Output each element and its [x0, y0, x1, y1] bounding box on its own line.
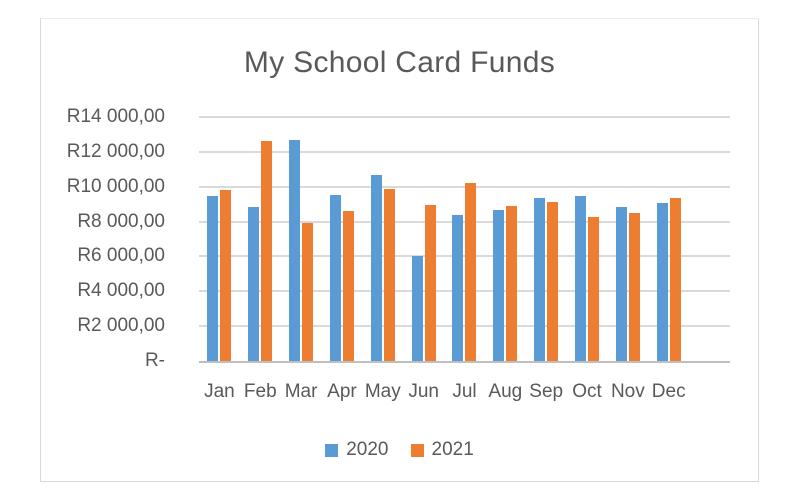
- y-axis-tick-label: R8 000,00: [77, 210, 165, 232]
- chart[interactable]: My School Card Funds R- R2 000,00 R4 000,0…: [40, 18, 759, 482]
- bar-2021-aug[interactable]: [506, 205, 518, 361]
- bar-2021-oct[interactable]: [588, 217, 600, 361]
- bar-slots: [199, 117, 730, 361]
- bar-2021-dec[interactable]: [669, 198, 681, 361]
- bar-2021-apr[interactable]: [342, 211, 354, 361]
- gridline: [199, 325, 730, 328]
- month-group-aug: [485, 117, 526, 361]
- bar-2021-mar[interactable]: [302, 223, 314, 361]
- bar-2021-jan[interactable]: [220, 190, 232, 361]
- x-axis-label-mar: Mar: [284, 381, 318, 402]
- bar-2020-sep[interactable]: [534, 198, 546, 361]
- x-axis-label-sep: Sep: [529, 381, 564, 402]
- y-axis-tick-label: R6 000,00: [77, 245, 165, 267]
- legend-item-2021[interactable]: 2021: [410, 439, 474, 461]
- bar-2021-nov[interactable]: [628, 212, 640, 361]
- bar-2021-sep[interactable]: [547, 202, 559, 361]
- y-axis-tick-label: R-: [144, 350, 165, 371]
- bar-2020-may[interactable]: [370, 175, 382, 361]
- x-axis-label-empty: [689, 379, 730, 405]
- bar-2020-jul[interactable]: [452, 214, 464, 361]
- bar-2020-aug[interactable]: [493, 210, 505, 361]
- bar-2021-may[interactable]: [383, 189, 395, 361]
- empty-slot: [689, 117, 730, 361]
- legend-swatch-icon: [410, 443, 424, 457]
- gridline: [199, 220, 730, 223]
- month-group-jan: [199, 117, 240, 361]
- month-group-may: [362, 117, 403, 361]
- bar-2020-nov[interactable]: [615, 206, 627, 361]
- y-axis-tick-label: R10 000,00: [66, 175, 165, 197]
- month-group-feb: [240, 117, 281, 361]
- legend-label: 2021: [431, 439, 474, 460]
- plot-area[interactable]: [199, 116, 730, 363]
- y-axis-tick-label: R14 000,00: [66, 106, 165, 127]
- x-axis-label-nov: Nov: [610, 381, 645, 402]
- month-group-jun: [403, 117, 444, 361]
- bar-2020-feb[interactable]: [248, 206, 260, 361]
- month-group-oct: [567, 117, 608, 361]
- chart-title[interactable]: My School Card Funds: [243, 46, 556, 79]
- y-axis-tick-label: R4 000,00: [77, 280, 165, 302]
- bar-2020-dec[interactable]: [656, 203, 668, 361]
- month-group-sep: [526, 117, 567, 361]
- x-axis-label-jul: Jul: [452, 381, 477, 402]
- x-axis-label-jun: Jun: [408, 381, 439, 402]
- gridline: [199, 255, 730, 258]
- legend-swatch-icon: [325, 443, 339, 457]
- month-group-jul: [444, 117, 485, 361]
- month-group-dec: [648, 117, 689, 361]
- x-axis-label-aug: Aug: [488, 381, 523, 402]
- gridline: [199, 116, 730, 118]
- bar-2021-jun[interactable]: [424, 205, 436, 361]
- bar-2021-feb[interactable]: [261, 140, 273, 361]
- bar-2020-oct[interactable]: [575, 196, 587, 361]
- y-axis-tick-label: R2 000,00: [77, 315, 165, 337]
- x-axis-label-dec: Dec: [651, 381, 686, 402]
- bar-2020-mar[interactable]: [289, 139, 301, 361]
- x-axis: Jan Feb Mar Apr May Jun Jul Aug Sep Oct Nov Dec: [199, 379, 730, 405]
- legend[interactable]: 2020 2021: [41, 439, 758, 461]
- y-axis-tick-label: R12 000,00: [66, 140, 165, 162]
- x-axis-label-may: May: [364, 381, 401, 402]
- y-axis: R- R2 000,00 R4 000,00 R6 000,00 R8 000,00 R1…: [41, 106, 165, 371]
- x-axis-label-oct: Oct: [572, 381, 602, 402]
- x-axis-label-feb: Feb: [243, 381, 277, 402]
- bar-2020-jun[interactable]: [411, 256, 423, 361]
- month-group-mar: [281, 117, 322, 361]
- month-group-nov: [607, 117, 648, 361]
- legend-item-2020[interactable]: 2020: [325, 439, 389, 461]
- gridline: [199, 150, 730, 153]
- bar-2020-jan[interactable]: [207, 196, 219, 361]
- bar-2021-jul[interactable]: [465, 183, 477, 361]
- legend-label: 2020: [346, 439, 389, 460]
- x-axis-label-apr: Apr: [327, 381, 357, 402]
- bar-2020-apr[interactable]: [329, 194, 341, 361]
- gridline: [199, 185, 730, 188]
- gridline: [199, 290, 730, 293]
- x-axis-label-jan: Jan: [204, 381, 235, 402]
- month-group-apr: [322, 117, 363, 361]
